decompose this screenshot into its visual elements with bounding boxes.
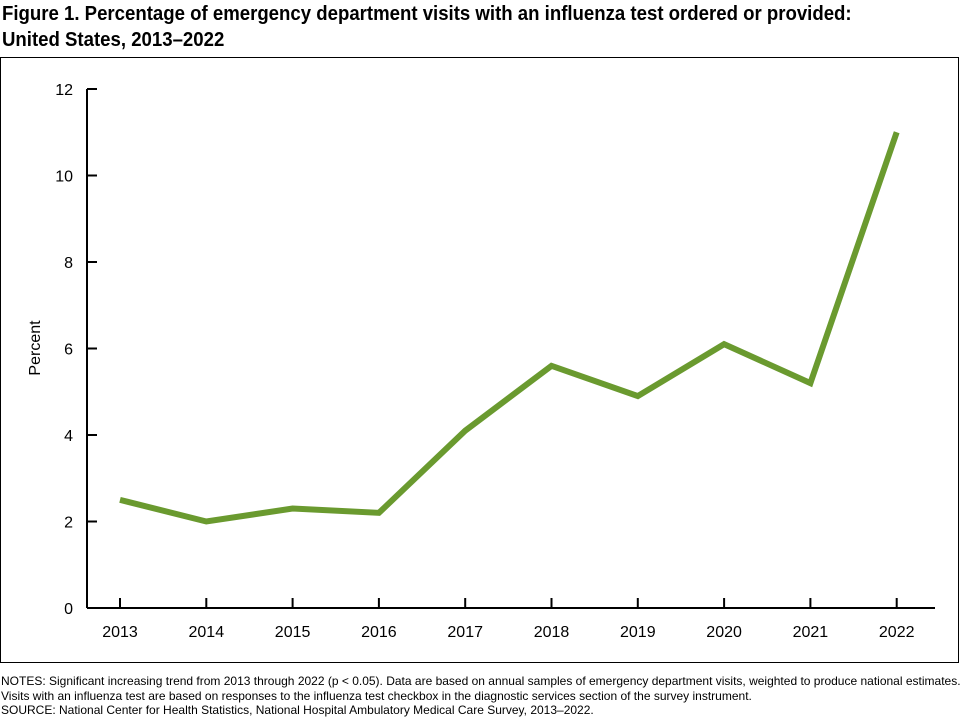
x-tick-label: 2018 [534,624,570,641]
series-line [119,131,900,525]
y-tick-label: 2 [64,515,73,532]
y-tick-label: 10 [55,169,73,186]
y-tick-label: 4 [64,428,73,445]
y-tick-label: 0 [64,601,73,618]
x-tick-label: 2021 [793,624,829,641]
notes-text: NOTES: Significant increasing trend from… [1,674,960,703]
notes: NOTES: Significant increasing trend from… [1,674,960,718]
source-text: SOURCE: National Center for Health Stati… [1,703,594,717]
x-tick-label: 2013 [102,624,138,641]
chart-frame [0,57,959,663]
y-tick-label: 12 [55,82,73,99]
y-axis-label: Percent [27,320,44,376]
x-tick-label: 2016 [361,624,397,641]
x-tick-label: 2020 [706,624,742,641]
y-tick-label: 8 [64,255,73,272]
x-tick-label: 2017 [447,624,483,641]
x-tick-label: 2022 [879,624,915,641]
x-tick-label: 2014 [189,624,225,641]
figure-title: Figure 1. Percentage of emergency depart… [2,3,852,51]
x-tick-label: 2019 [620,624,656,641]
x-tick-label: 2015 [275,624,311,641]
y-tick-label: 6 [64,342,73,359]
